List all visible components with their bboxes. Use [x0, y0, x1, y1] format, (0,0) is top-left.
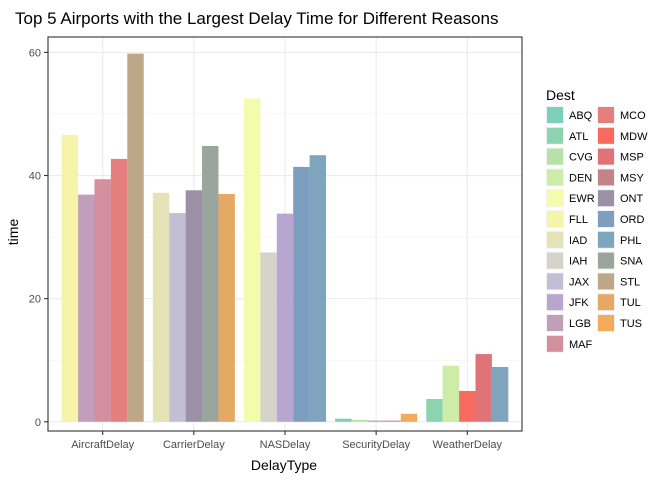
legend-swatch-MDW	[598, 127, 614, 144]
legend-label-ONT: ONT	[620, 193, 644, 205]
x-tick-label: CarrierDelay	[163, 439, 225, 451]
bar-CarrierDelay-IAD	[152, 192, 170, 422]
legend-swatch-ABQ	[547, 107, 563, 123]
bar-NASDelay-ORD	[293, 166, 310, 422]
y-tick-label: 0	[35, 417, 41, 429]
legend-swatch-MSY	[598, 169, 614, 186]
y-tick-label: 20	[29, 294, 41, 306]
legend-label-ORD: ORD	[620, 214, 645, 226]
bar-SecurityDelay-CVG	[351, 419, 368, 422]
legend-label-ATL: ATL	[569, 131, 588, 143]
legend-label-ABQ: ABQ	[569, 110, 593, 122]
bar-CarrierDelay-TUL	[218, 193, 235, 422]
y-tick-label: 40	[29, 171, 41, 183]
legend-swatch-PHL	[598, 231, 614, 248]
legend-swatch-MAF	[547, 335, 563, 352]
legend-label-TUL: TUL	[620, 297, 641, 309]
x-tick-label: SecurityDelay	[342, 439, 410, 451]
bar-WeatherDelay-MDW	[459, 390, 476, 422]
legend-label-MDW: MDW	[620, 131, 648, 143]
legend-label-MSP: MSP	[620, 152, 644, 164]
legend: ABQ ATL CVG DEN EWR FLL IAD IAH JAX JFK LGB MAF MCO M…	[546, 106, 648, 353]
legend-label-JAX: JAX	[569, 276, 590, 288]
legend-swatch-TUS	[598, 315, 614, 331]
legend-label-JFK: JFK	[569, 297, 589, 309]
legend-title: Dest	[546, 87, 575, 103]
bar-CarrierDelay-ONT	[185, 190, 203, 422]
legend-label-FLL: FLL	[569, 214, 588, 226]
bar-SecurityDelay-TUS	[400, 413, 418, 422]
legend-label-DEN: DEN	[569, 172, 592, 184]
plot-area: 0 20 40 60 AircraftDelay CarrierDelay NASDelay…	[29, 36, 523, 451]
legend-swatch-TUL	[598, 294, 614, 311]
bar-NASDelay-PHL	[309, 155, 327, 422]
legend-label-CVG: CVG	[569, 152, 593, 164]
legend-label-IAD: IAD	[569, 235, 587, 247]
legend-swatch-JFK	[547, 294, 563, 311]
legend-swatch-SNA	[598, 252, 614, 269]
legend-swatch-FLL	[547, 211, 563, 227]
bar-WeatherDelay-ATL	[426, 398, 443, 422]
legend-label-STL: STL	[620, 276, 640, 288]
legend-swatch-DEN	[547, 169, 563, 186]
legend-label-MCO: MCO	[620, 110, 646, 122]
bar-AircraftDelay-MCO	[110, 158, 128, 422]
legend-swatch-ONT	[598, 190, 614, 207]
bar-AircraftDelay-FLL	[61, 134, 79, 422]
legend-swatch-CVG	[547, 148, 563, 165]
legend-label-PHL: PHL	[620, 235, 641, 247]
x-axis-title: DelayType	[251, 457, 317, 473]
bar-AircraftDelay-MAF	[94, 179, 111, 422]
bar-CarrierDelay-SNA	[202, 145, 219, 422]
bar-AircraftDelay-LGB	[78, 194, 95, 422]
legend-swatch-LGB	[547, 315, 563, 331]
legend-label-IAH: IAH	[569, 256, 587, 268]
legend-label-SNA: SNA	[620, 256, 643, 268]
bar-SecurityDelay-ABQ	[335, 418, 352, 422]
legend-swatch-EWR	[547, 190, 563, 207]
bar-SecurityDelay-LGB	[367, 420, 385, 422]
bar-SecurityDelay-MAF	[384, 420, 401, 422]
legend-label-LGB: LGB	[569, 318, 591, 330]
x-tick-label: WeatherDelay	[433, 439, 503, 451]
legend-label-TUS: TUS	[620, 318, 642, 330]
bar-NASDelay-JFK	[276, 213, 294, 422]
legend-label-MAF: MAF	[569, 339, 593, 351]
y-tick-label: 60	[29, 47, 41, 59]
y-axis-title: time	[5, 219, 21, 246]
legend-label-MSY: MSY	[620, 172, 645, 184]
x-tick-label: NASDelay	[260, 439, 311, 451]
legend-swatch-IAD	[547, 231, 563, 248]
chart-title: Top 5 Airports with the Largest Delay Ti…	[15, 9, 498, 28]
bar-WeatherDelay-DEN	[442, 365, 460, 422]
bar-CarrierDelay-JAX	[169, 213, 186, 422]
legend-swatch-ATL	[547, 127, 563, 144]
legend-swatch-JAX	[547, 273, 563, 290]
legend-label-EWR: EWR	[569, 193, 595, 205]
legend-swatch-STL	[598, 273, 614, 290]
bar-WeatherDelay-PHL	[491, 366, 509, 422]
bar-NASDelay-EWR	[243, 98, 261, 422]
legend-swatch-ORD	[598, 211, 614, 227]
legend-swatch-MCO	[598, 107, 614, 123]
bar-AircraftDelay-STL	[127, 53, 144, 422]
bar-NASDelay-IAH	[260, 252, 277, 422]
legend-swatch-MSP	[598, 148, 614, 165]
bar-WeatherDelay-MSP	[475, 354, 492, 422]
x-tick-label: AircraftDelay	[71, 439, 134, 451]
legend-swatch-IAH	[547, 252, 563, 269]
